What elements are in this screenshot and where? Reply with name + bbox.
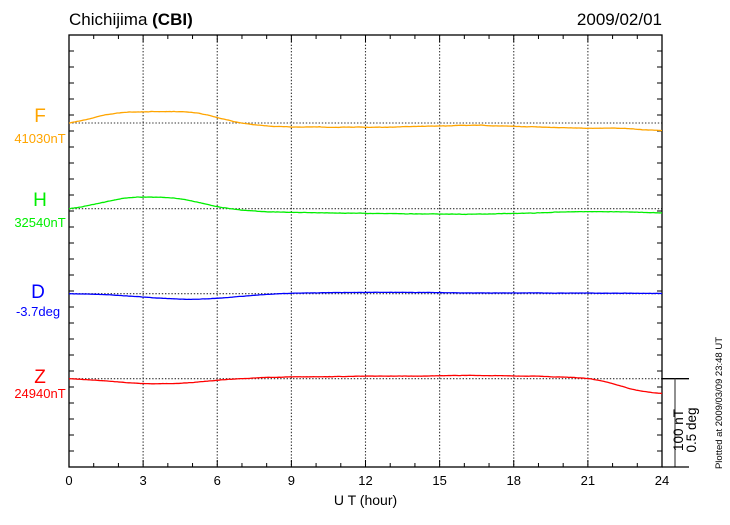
svg-text:15: 15	[432, 473, 446, 488]
svg-text:0: 0	[65, 473, 72, 488]
svg-text:D: D	[31, 282, 45, 303]
svg-text:2009/02/01: 2009/02/01	[577, 10, 662, 29]
svg-text:Chichijima (CBI): Chichijima (CBI)	[69, 10, 193, 29]
svg-text:32540nT: 32540nT	[14, 215, 65, 230]
svg-text:9: 9	[288, 473, 295, 488]
svg-text:0.5 deg: 0.5 deg	[684, 407, 699, 452]
svg-text:12: 12	[358, 473, 372, 488]
svg-text:H: H	[33, 190, 47, 211]
svg-text:24940nT: 24940nT	[14, 386, 65, 401]
svg-text:21: 21	[581, 473, 595, 488]
svg-text:18: 18	[507, 473, 521, 488]
svg-text:Plotted at 2009/03/09 23:48 UT: Plotted at 2009/03/09 23:48 UT	[714, 337, 725, 469]
svg-text:6: 6	[214, 473, 221, 488]
svg-text:U T (hour): U T (hour)	[334, 492, 397, 508]
svg-text:-3.7deg: -3.7deg	[16, 304, 60, 319]
svg-text:F: F	[34, 106, 46, 127]
svg-text:3: 3	[140, 473, 147, 488]
svg-text:41030nT: 41030nT	[14, 131, 65, 146]
svg-text:24: 24	[655, 473, 669, 488]
svg-text:Z: Z	[34, 367, 46, 388]
